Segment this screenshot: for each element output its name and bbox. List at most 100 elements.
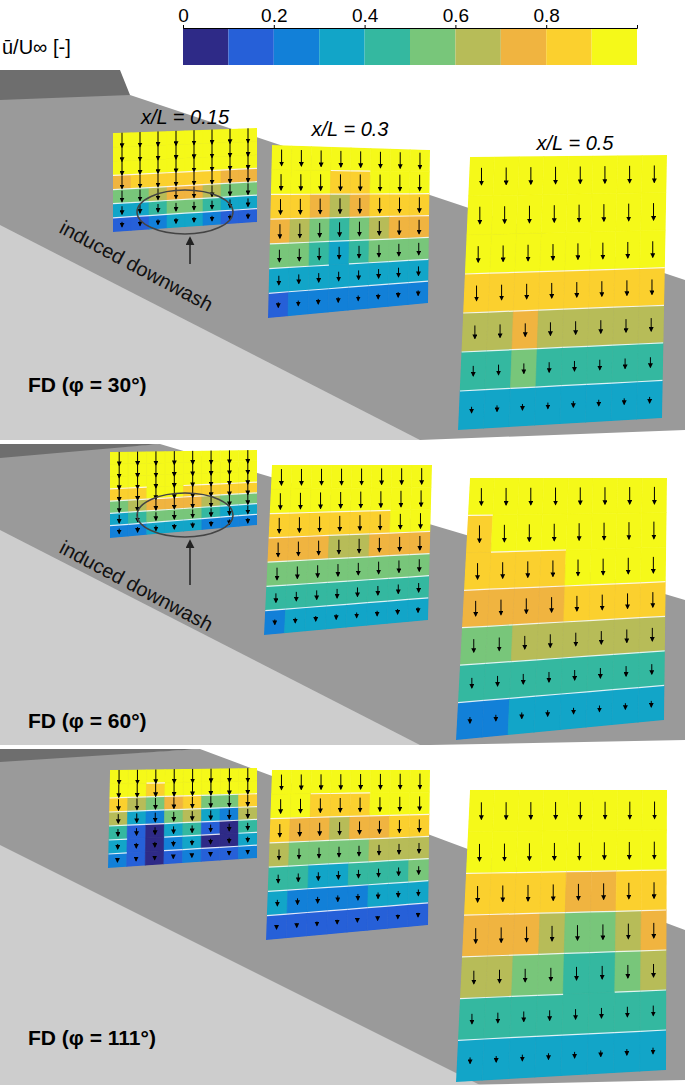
- velocity-vector: [122, 206, 123, 214]
- contour-line: [108, 853, 127, 854]
- velocity-vector: [210, 796, 211, 807]
- velocity-vector: [473, 971, 474, 984]
- contour-line: [201, 820, 220, 822]
- velocity-cell: [146, 824, 165, 839]
- velocity-vector: [628, 204, 629, 221]
- velocity-vector: [298, 542, 299, 556]
- velocity-cell: [566, 514, 592, 550]
- velocity-cell: [310, 194, 330, 218]
- contour-line: [221, 196, 239, 197]
- velocity-cell: [167, 172, 185, 187]
- velocity-cell: [330, 488, 351, 512]
- velocity-vector: [360, 151, 361, 167]
- velocity-cell: [109, 825, 128, 840]
- velocity-cell: [307, 887, 328, 912]
- velocity-vector: [356, 613, 357, 618]
- velocity-vector: [122, 146, 123, 161]
- velocity-cell: [564, 270, 590, 309]
- velocity-cell: [540, 233, 566, 272]
- velocity-vector: [247, 518, 248, 523]
- contour-line: [269, 866, 289, 867]
- velocity-vector: [550, 322, 551, 335]
- contour-line: [329, 863, 349, 864]
- contour-line: [510, 696, 536, 698]
- velocity-vector: [140, 205, 141, 213]
- velocity-cell: [128, 783, 147, 797]
- contour-line: [536, 1035, 562, 1036]
- velocity-cell: [329, 816, 350, 840]
- velocity-vector: [247, 809, 248, 818]
- velocity-vector: [377, 611, 378, 616]
- contour-line: [287, 584, 307, 585]
- velocity-vector: [500, 600, 501, 615]
- velocity-vector: [176, 218, 177, 223]
- velocity-cell: [614, 583, 640, 619]
- velocity-cell: [588, 992, 615, 1034]
- velocity-vector: [420, 513, 421, 528]
- velocity-vector: [357, 587, 358, 596]
- velocity-vector: [555, 802, 556, 819]
- velocity-vector: [573, 401, 574, 407]
- velocity-vector: [574, 361, 575, 371]
- velocity-cell: [108, 839, 127, 854]
- contour-line: [238, 819, 257, 821]
- velocity-vector: [550, 634, 551, 647]
- velocity-cell: [540, 550, 566, 587]
- velocity-vector: [381, 468, 382, 484]
- velocity-cell: [563, 953, 590, 995]
- velocity-cell: [460, 626, 487, 665]
- velocity-cell: [113, 203, 131, 218]
- contour-line: [167, 199, 185, 200]
- surface: [0, 444, 685, 745]
- velocity-cell: [146, 783, 165, 797]
- velocity-cell: [367, 601, 388, 626]
- contour-line: [408, 281, 428, 283]
- velocity-cell: [367, 578, 388, 602]
- contour-line: [308, 559, 328, 560]
- velocity-cell: [290, 194, 310, 218]
- velocity-vector: [229, 796, 230, 807]
- velocity-vector: [418, 243, 419, 255]
- velocity-cell: [510, 349, 537, 389]
- velocity-cell: [349, 511, 370, 535]
- velocity-cell: [389, 837, 409, 860]
- velocity-cell: [586, 690, 613, 728]
- contour-line: [184, 519, 202, 520]
- velocity-cell: [309, 840, 330, 865]
- velocity-vector: [155, 769, 156, 783]
- velocity-cell: [617, 155, 643, 193]
- velocity-vector: [359, 222, 360, 236]
- velocity-cell: [468, 790, 495, 832]
- velocity-vector: [211, 508, 212, 516]
- velocity-vector: [248, 169, 249, 182]
- velocity-cell: [389, 238, 409, 261]
- velocity-cell: [291, 770, 312, 794]
- velocity-cell: [567, 790, 593, 831]
- velocity-vector: [600, 668, 601, 678]
- velocity-vector: [155, 783, 156, 796]
- velocity-vector: [278, 543, 279, 557]
- velocity-vector: [212, 157, 213, 171]
- velocity-vector: [399, 198, 400, 213]
- velocity-vector: [575, 1009, 576, 1019]
- velocity-cell: [348, 862, 369, 886]
- velocity-cell: [351, 465, 372, 488]
- velocity-vector: [229, 768, 230, 782]
- contour-line: [540, 270, 565, 272]
- velocity-vector: [210, 810, 211, 819]
- contour-line: [484, 1038, 510, 1039]
- velocity-cell: [408, 859, 428, 882]
- velocity-cell: [291, 465, 312, 489]
- velocity-vector: [481, 488, 482, 505]
- velocity-vector: [419, 220, 420, 234]
- velocity-cell: [590, 911, 616, 952]
- velocity-vector: [471, 1014, 472, 1024]
- velocity-vector: [317, 565, 318, 577]
- velocity-cell: [389, 216, 409, 239]
- contour-line: [368, 883, 388, 884]
- velocity-cell: [183, 769, 202, 783]
- velocity-cell: [460, 351, 487, 391]
- velocity-vector: [523, 1011, 524, 1021]
- contour-line: [149, 201, 167, 202]
- contour-line: [290, 218, 310, 220]
